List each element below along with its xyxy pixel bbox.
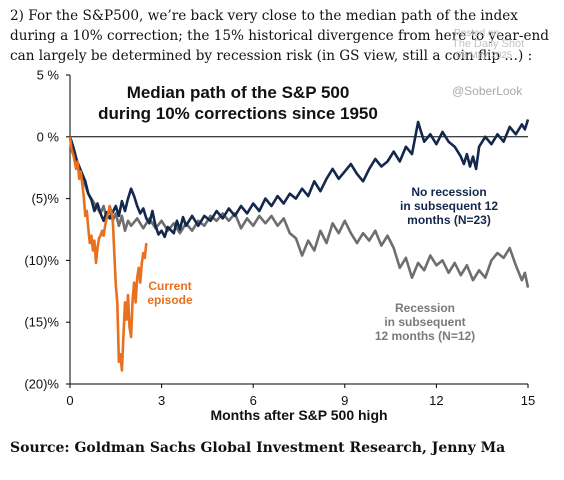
x-tick-label: 12: [429, 393, 443, 408]
recession-line: [68, 136, 530, 288]
recession-label: Recession in subsequent 12 months (N=12): [375, 301, 475, 343]
watermark-date: 06-May-2025: [456, 50, 512, 61]
no-recession-label-line: No recession: [411, 185, 486, 199]
no-recession-label-line: months (N=23): [407, 213, 491, 227]
intro-text: 2) For the S&P500, we’re back very close…: [10, 8, 549, 64]
chart-axes: 5 % 0 % (5)% (10)% (15)% (20)% 0 3 6 9 12 15 Months …: [24, 68, 535, 424]
y-tick-label: (5)%: [32, 191, 60, 206]
recession-label-line: Recession: [395, 301, 455, 315]
x-tick-label: 3: [158, 393, 165, 408]
recession-label-line: in subsequent: [384, 315, 465, 329]
no-recession-label: No recession in subsequent 12 months (N=23…: [400, 185, 498, 227]
watermark-posted-on: Posted on: [454, 28, 500, 39]
no-recession-label-line: in subsequent 12: [400, 199, 498, 213]
y-tick-label: (10)%: [24, 253, 59, 268]
chart-series: [68, 119, 530, 372]
no-recession-line: [68, 119, 530, 239]
x-axis-label: Months after S&P 500 high: [210, 407, 387, 423]
x-tick-label: 15: [521, 393, 535, 408]
y-tick-label: (20)%: [24, 377, 59, 392]
twitter-handle: @SoberLook: [452, 84, 523, 98]
current-episode-line: [68, 136, 148, 372]
chart-title-line-1: Median path of the S&P 500: [126, 83, 350, 102]
y-tick-label: 5 %: [37, 68, 60, 83]
current-episode-label-line: episode: [147, 293, 193, 307]
x-tick-label: 9: [341, 393, 348, 408]
y-tick-label: (15)%: [24, 315, 59, 330]
current-episode-label: Current episode: [147, 279, 193, 307]
chart-title-line-2: during 10% corrections since 1950: [98, 104, 378, 123]
y-tick-label: 0 %: [37, 129, 60, 144]
watermark-daily-shot: The Daily Shot: [452, 38, 525, 50]
recession-label-line: 12 months (N=12): [375, 329, 475, 343]
x-tick-label: 6: [250, 393, 257, 408]
x-tick-label: 0: [66, 393, 73, 408]
chart-annotations: No recession in subsequent 12 months (N=23…: [147, 185, 498, 343]
source-note: Source: Goldman Sachs Global Investment …: [10, 440, 506, 456]
chart-title: Median path of the S&P 500 during 10% co…: [88, 82, 388, 124]
current-episode-label-line: Current: [148, 279, 191, 293]
